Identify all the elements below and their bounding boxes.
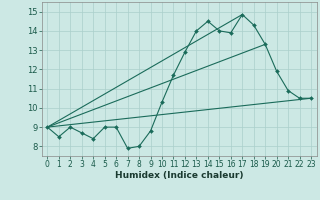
X-axis label: Humidex (Indice chaleur): Humidex (Indice chaleur) xyxy=(115,171,244,180)
